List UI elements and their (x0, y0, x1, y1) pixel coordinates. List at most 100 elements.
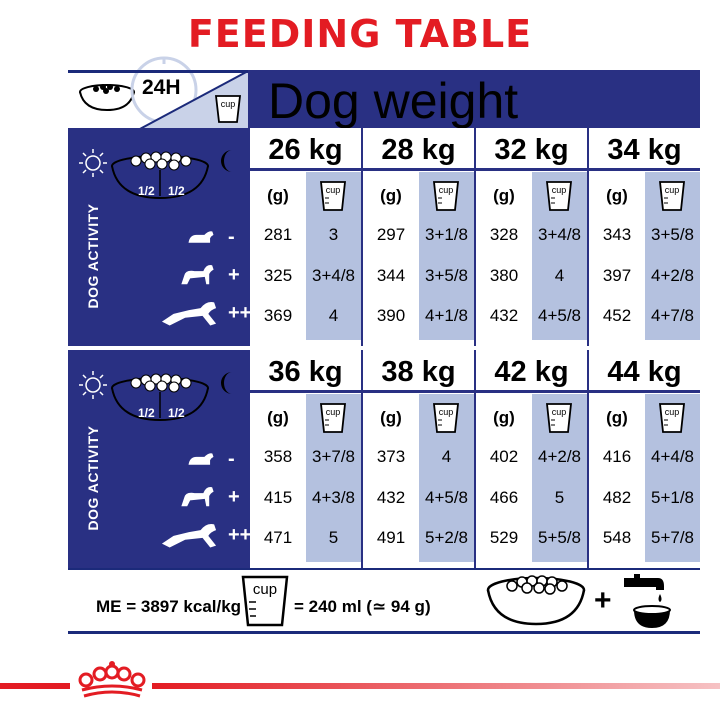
grams-value: 491 (376, 528, 406, 547)
grams-unit-label: (g) (606, 408, 628, 427)
grams-value: 452 (602, 306, 632, 325)
grams-value: 416 (602, 447, 632, 466)
grams-value: 432 (489, 306, 519, 325)
grams-value: 482 (602, 488, 632, 507)
grams-unit-label: (g) (380, 408, 402, 427)
cups-value: 4 (328, 306, 339, 325)
header-divider (250, 168, 361, 171)
column-divider (587, 350, 589, 568)
dog-activity-label: DOG ACTIVITY (85, 425, 101, 531)
dog-icon (161, 301, 217, 326)
svg-text:cup: cup (439, 407, 454, 417)
grams-unit-label: (g) (493, 186, 515, 205)
cups-value: 3 (328, 225, 339, 244)
grams-unit-label: (g) (493, 408, 515, 427)
svg-text:cup: cup (326, 407, 341, 417)
activity-sign: ++ (228, 524, 252, 546)
grams-value: 471 (263, 528, 293, 547)
cups-value: 4 (441, 447, 452, 466)
moon-icon (221, 150, 232, 172)
weight-header: 34 kg (607, 134, 682, 166)
weight-header: 36 kg (268, 356, 343, 388)
header-divider (476, 390, 587, 393)
activity-panel: 1/2 1/2 DOG ACTIVITY - + ++ (68, 128, 251, 346)
cup-icon: cup (432, 403, 460, 433)
dog-activity-label: DOG ACTIVITY (85, 203, 101, 309)
cups-value: 3+4/8 (537, 225, 581, 244)
bowl-half-label: 1/2 (138, 184, 155, 198)
bowl-half-label: 1/2 (138, 406, 155, 420)
cup-icon: cup (658, 181, 686, 211)
svg-text:cup: cup (665, 185, 680, 195)
sun-icon (79, 149, 107, 177)
hours-label: 24H (142, 76, 181, 99)
cups-value: 4+2/8 (537, 447, 581, 466)
grams-value: 281 (263, 225, 293, 244)
dog-weight-label: Dog weight (268, 73, 519, 129)
grams-value: 344 (376, 266, 406, 285)
cups-value: 3+7/8 (311, 447, 355, 466)
cups-value: 4+7/8 (650, 306, 694, 325)
svg-text:cup: cup (665, 407, 680, 417)
activity-sign: + (228, 486, 240, 508)
footer-rule (68, 568, 700, 570)
grams-value: 466 (489, 488, 519, 507)
column-divider (474, 128, 476, 346)
plus-sign: + (594, 584, 612, 617)
weight-header: 38 kg (381, 356, 456, 388)
grams-value: 529 (489, 528, 519, 547)
cup-icon: cup (214, 95, 242, 123)
cups-value: 5+5/8 (537, 528, 581, 547)
bowl-icon (79, 84, 135, 112)
dog-icon (181, 264, 214, 285)
page-title: FEEDING TABLE (187, 12, 533, 56)
grams-value: 328 (489, 225, 519, 244)
cup-icon: cup (545, 403, 573, 433)
food-bowl-icon (486, 575, 586, 626)
svg-text:cup: cup (326, 185, 341, 195)
bottom-rule (68, 631, 700, 634)
header-divider (589, 168, 700, 171)
weight-header: 32 kg (494, 134, 569, 166)
grams-value: 343 (602, 225, 632, 244)
weight-header: 44 kg (607, 356, 682, 388)
cups-value: 4+5/8 (424, 488, 468, 507)
cups-value: 4+1/8 (424, 306, 468, 325)
feeding-table-section: 1/2 1/2 DOG ACTIVITY - + ++ 26 kg (g) cup 281 3 325… (68, 128, 700, 346)
cups-value: 3+5/8 (424, 266, 468, 285)
grams-value: 369 (263, 306, 293, 325)
grams-value: 297 (376, 225, 406, 244)
column-divider (361, 350, 363, 568)
energy-label: ME = 3897 kcal/kg (96, 597, 242, 616)
column-divider (474, 350, 476, 568)
cups-value: 4 (554, 266, 565, 285)
cups-value: 5+1/8 (650, 488, 694, 507)
cups-value: 5 (328, 528, 339, 547)
svg-text:cup: cup (552, 407, 567, 417)
grams-value: 548 (602, 528, 632, 547)
dog-weight-header: Dog weight (248, 70, 700, 129)
cups-value: 4+3/8 (311, 488, 355, 507)
activity-sign: - (228, 226, 235, 248)
cups-value: 5+7/8 (650, 528, 694, 547)
measuring-cup-icon: cup (241, 575, 289, 627)
cups-value: 3+4/8 (311, 266, 355, 285)
grams-unit-label: (g) (606, 186, 628, 205)
cups-value: 4+4/8 (650, 447, 694, 466)
bowl-half-label: 1/2 (168, 406, 185, 420)
cups-value: 3+1/8 (424, 225, 468, 244)
header-divider (589, 390, 700, 393)
water-tap-icon (624, 574, 671, 628)
weight-header: 26 kg (268, 134, 343, 166)
grams-value: 390 (376, 306, 406, 325)
cups-value: 5 (554, 488, 565, 507)
bowl-half-label: 1/2 (168, 184, 185, 198)
cups-value: 5+2/8 (424, 528, 468, 547)
day-bowl-icon (111, 151, 209, 200)
grams-value: 415 (263, 488, 293, 507)
grams-value: 358 (263, 447, 293, 466)
feeding-table-section: 1/2 1/2 DOG ACTIVITY - + ++ 36 kg (g) cup 358 3+7/… (68, 350, 700, 568)
sun-icon (79, 371, 107, 399)
cup-icon: cup (319, 403, 347, 433)
dog-icon (161, 523, 217, 548)
